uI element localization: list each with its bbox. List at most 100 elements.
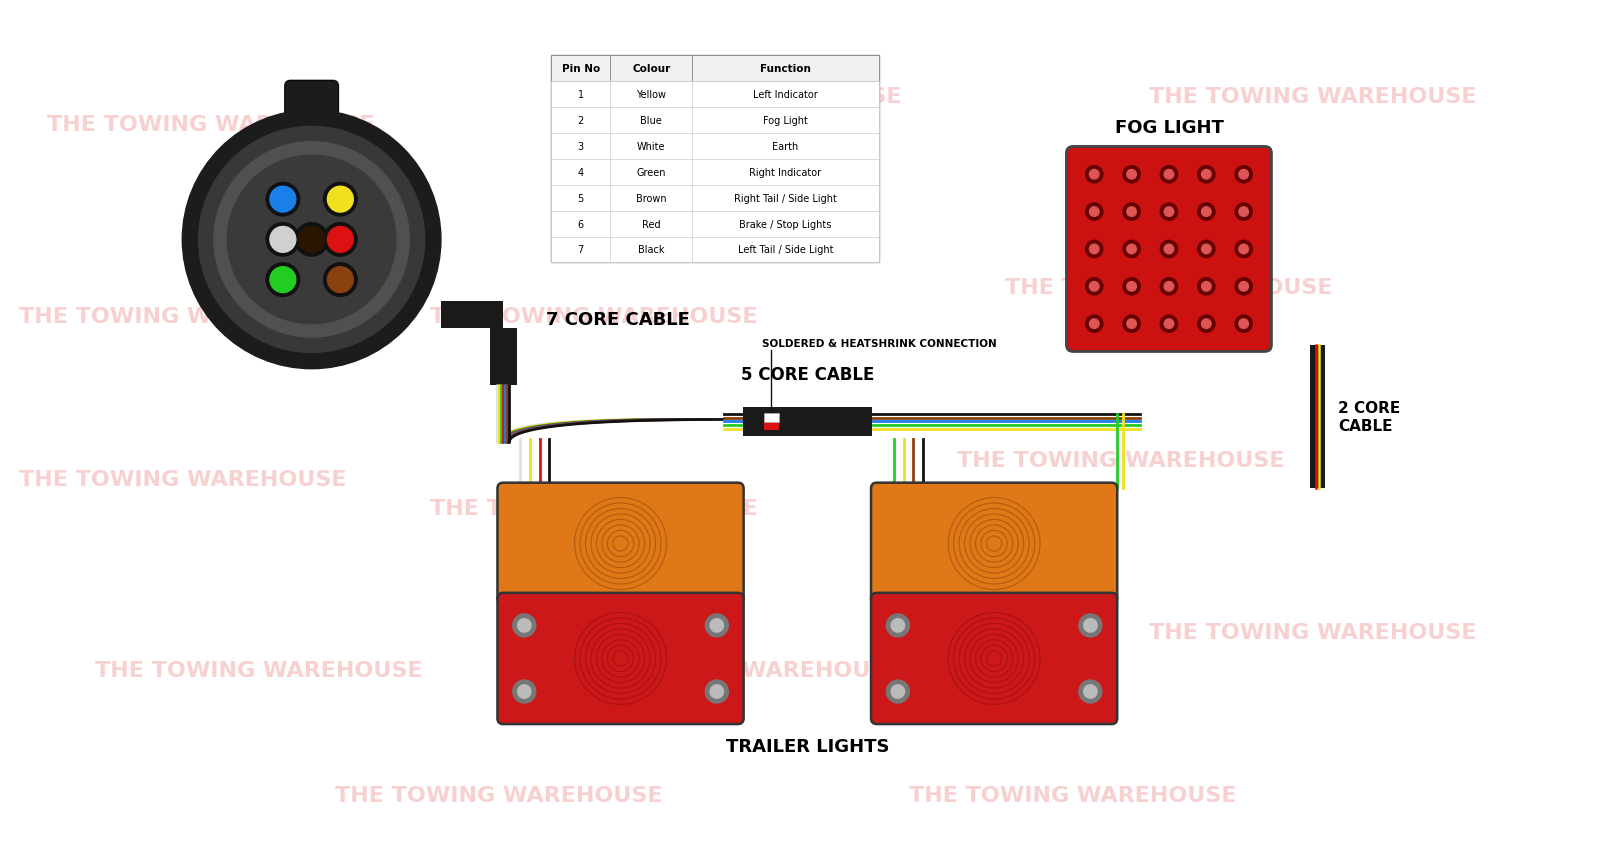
Bar <box>611 134 691 160</box>
Circle shape <box>266 263 299 297</box>
Text: 4: 4 <box>578 168 584 177</box>
Circle shape <box>1078 680 1102 703</box>
FancyBboxPatch shape <box>498 593 744 724</box>
Text: THE TOWING WAREHOUSE: THE TOWING WAREHOUSE <box>334 785 662 805</box>
Bar <box>691 186 878 212</box>
Text: THE TOWING WAREHOUSE: THE TOWING WAREHOUSE <box>957 450 1285 470</box>
Bar <box>550 238 611 263</box>
Bar <box>763 414 779 423</box>
Bar <box>611 238 691 263</box>
Bar <box>611 186 691 212</box>
Text: Red: Red <box>642 220 661 229</box>
Circle shape <box>1086 278 1102 295</box>
Bar <box>550 108 611 134</box>
Text: THE TOWING WAREHOUSE: THE TOWING WAREHOUSE <box>574 87 902 107</box>
Circle shape <box>710 685 723 698</box>
Circle shape <box>1083 619 1098 632</box>
Text: TRAILER LIGHTS: TRAILER LIGHTS <box>725 738 890 756</box>
Circle shape <box>1165 245 1174 255</box>
Bar <box>611 83 691 108</box>
Bar <box>550 83 611 108</box>
Text: THE TOWING WAREHOUSE: THE TOWING WAREHOUSE <box>94 660 422 681</box>
Circle shape <box>1202 319 1211 329</box>
Circle shape <box>891 619 904 632</box>
Circle shape <box>1198 316 1214 333</box>
Bar <box>611 108 691 134</box>
Bar <box>611 56 691 83</box>
Bar <box>691 83 878 108</box>
Text: Pin No: Pin No <box>562 65 600 74</box>
Circle shape <box>1238 319 1248 329</box>
Circle shape <box>1235 204 1253 221</box>
Text: THE TOWING WAREHOUSE: THE TOWING WAREHOUSE <box>430 307 758 326</box>
Circle shape <box>1238 245 1248 255</box>
Text: 2: 2 <box>578 116 584 126</box>
Text: Left Tail / Side Light: Left Tail / Side Light <box>738 245 834 255</box>
Bar <box>442 301 502 328</box>
Circle shape <box>710 619 723 632</box>
Circle shape <box>1083 685 1098 698</box>
Circle shape <box>1086 166 1102 183</box>
Text: THE TOWING WAREHOUSE: THE TOWING WAREHOUSE <box>909 785 1237 805</box>
Circle shape <box>1160 204 1178 221</box>
Text: Function: Function <box>760 65 811 74</box>
Circle shape <box>1090 245 1099 255</box>
Circle shape <box>1238 208 1248 217</box>
Circle shape <box>1202 170 1211 180</box>
Circle shape <box>270 268 296 294</box>
Bar <box>691 108 878 134</box>
FancyBboxPatch shape <box>870 593 1117 724</box>
Circle shape <box>1235 241 1253 258</box>
Bar <box>490 328 517 386</box>
Circle shape <box>1086 241 1102 258</box>
Circle shape <box>1086 316 1102 333</box>
Circle shape <box>1202 208 1211 217</box>
Bar <box>550 56 878 263</box>
Text: FOG LIGHT: FOG LIGHT <box>1115 119 1224 137</box>
Circle shape <box>891 685 904 698</box>
Circle shape <box>706 614 728 637</box>
Bar <box>550 212 611 238</box>
Circle shape <box>1123 316 1141 333</box>
Circle shape <box>512 680 536 703</box>
Bar <box>1310 345 1325 489</box>
Text: Green: Green <box>637 168 666 177</box>
Bar <box>550 186 611 212</box>
Circle shape <box>198 127 424 353</box>
Bar <box>550 160 611 186</box>
Text: White: White <box>637 142 666 152</box>
Circle shape <box>1165 170 1174 180</box>
Text: Colour: Colour <box>632 65 670 74</box>
Bar <box>611 160 691 186</box>
Circle shape <box>1198 204 1214 221</box>
Bar <box>763 421 779 430</box>
FancyBboxPatch shape <box>498 483 744 604</box>
Circle shape <box>1078 614 1102 637</box>
Bar <box>410 227 427 251</box>
Circle shape <box>1165 319 1174 329</box>
Text: Yellow: Yellow <box>637 90 666 100</box>
Text: 1: 1 <box>578 90 584 100</box>
Circle shape <box>1202 245 1211 255</box>
Circle shape <box>1126 245 1136 255</box>
FancyBboxPatch shape <box>285 81 339 133</box>
Text: THE TOWING WAREHOUSE: THE TOWING WAREHOUSE <box>574 660 902 681</box>
Text: THE TOWING WAREHOUSE: THE TOWING WAREHOUSE <box>1149 87 1477 107</box>
Circle shape <box>1238 170 1248 180</box>
FancyBboxPatch shape <box>1067 147 1272 352</box>
Text: 3: 3 <box>578 142 584 152</box>
Text: Black: Black <box>638 245 664 255</box>
Circle shape <box>1123 166 1141 183</box>
Text: 7: 7 <box>578 245 584 255</box>
Circle shape <box>299 227 325 253</box>
Circle shape <box>1238 282 1248 292</box>
Text: 5: 5 <box>578 194 584 203</box>
Circle shape <box>1160 166 1178 183</box>
Circle shape <box>328 187 354 213</box>
Circle shape <box>270 187 296 213</box>
Circle shape <box>706 680 728 703</box>
Circle shape <box>270 227 296 253</box>
Circle shape <box>886 614 909 637</box>
Circle shape <box>1165 282 1174 292</box>
Circle shape <box>1198 241 1214 258</box>
